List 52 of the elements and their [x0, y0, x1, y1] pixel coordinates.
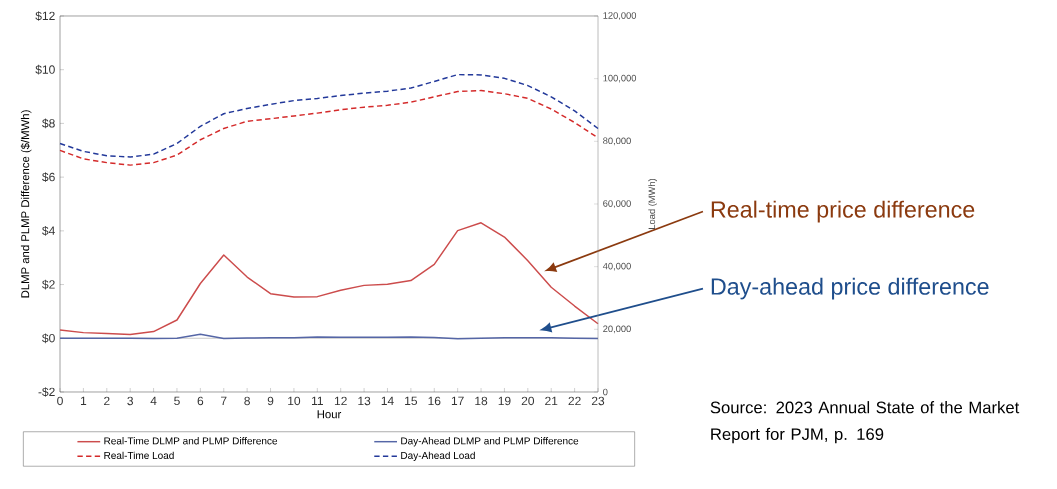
y-axis-title: DLMP and PLMP Difference ($/MWh) — [20, 110, 32, 298]
x-tick-label: 16 — [428, 396, 441, 406]
y2-tick-label: 60,000 — [603, 200, 631, 208]
x-tick-label: 11 — [312, 396, 323, 405]
source-note: Source: 2023 Annual State of the Market Report for PJM, p. 169 — [710, 401, 1020, 444]
text: Day-ahead price difference — [711, 277, 989, 300]
x-tick-label: 1 — [80, 396, 87, 405]
x-tick-label: 10 — [288, 396, 301, 406]
y2-tick-label: 40,000 — [602, 262, 631, 271]
x-tick-label: 6 — [197, 396, 204, 406]
x-tick-label: 2 — [104, 396, 110, 406]
y2-tick-label: 100,000 — [603, 74, 637, 83]
legend-label: Real-Time Load — [104, 451, 174, 459]
y-tick-label: $4 — [42, 225, 55, 236]
x-tick-label: 13 — [358, 396, 371, 406]
y-tick-label: $6 — [42, 172, 55, 182]
x-tick-label: 23 — [591, 396, 605, 406]
x-tick-label: 19 — [498, 396, 511, 406]
line-series — [59, 89, 599, 166]
legend-label: Day-Ahead DLMP and PLMP Difference — [401, 437, 579, 447]
y-tick-label: $2 — [42, 279, 55, 290]
x-tick-label: 9 — [267, 396, 274, 406]
x-tick-label: 18 — [475, 396, 488, 406]
x-tick-label: 17 — [451, 396, 464, 405]
legend-label: Day-Ahead Load — [401, 451, 475, 461]
y2-tick-label: 120,000 — [603, 12, 637, 20]
y2-tick-label: 20,000 — [603, 325, 631, 334]
x-tick-label: 4 — [150, 396, 157, 405]
x-axis-title: Hour — [317, 410, 342, 419]
y-tick-label: $0 — [42, 333, 55, 344]
x-tick-label: 15 — [405, 396, 418, 406]
x-tick-label: 8 — [244, 396, 250, 406]
y-tick-label: $10 — [35, 64, 55, 75]
x-tick-label: 0 — [57, 396, 63, 406]
x-tick-label: 7 — [221, 396, 227, 405]
y-tick-label: -$2 — [38, 387, 55, 397]
y-tick-label: $8 — [42, 118, 55, 129]
text: Real-time price difference — [711, 200, 975, 223]
legend-label: Real-Time DLMP and PLMP Difference — [104, 437, 278, 445]
y2-tick-label: 0 — [603, 388, 608, 396]
x-tick-label: 22 — [568, 396, 581, 406]
x-tick-label: 5 — [174, 396, 180, 406]
x-tick-label: 20 — [521, 396, 535, 406]
x-tick-label: 21 — [545, 396, 558, 406]
line-series — [59, 73, 599, 158]
y2-tick-label: 80,000 — [603, 137, 631, 146]
y2-axis-title: Load (MWh) — [648, 178, 657, 229]
y-tick-label: $12 — [35, 11, 55, 21]
line-series — [59, 222, 599, 336]
x-tick-label: 12 — [334, 396, 347, 406]
x-tick-label: 14 — [381, 396, 394, 405]
x-tick-label: 3 — [127, 396, 133, 406]
